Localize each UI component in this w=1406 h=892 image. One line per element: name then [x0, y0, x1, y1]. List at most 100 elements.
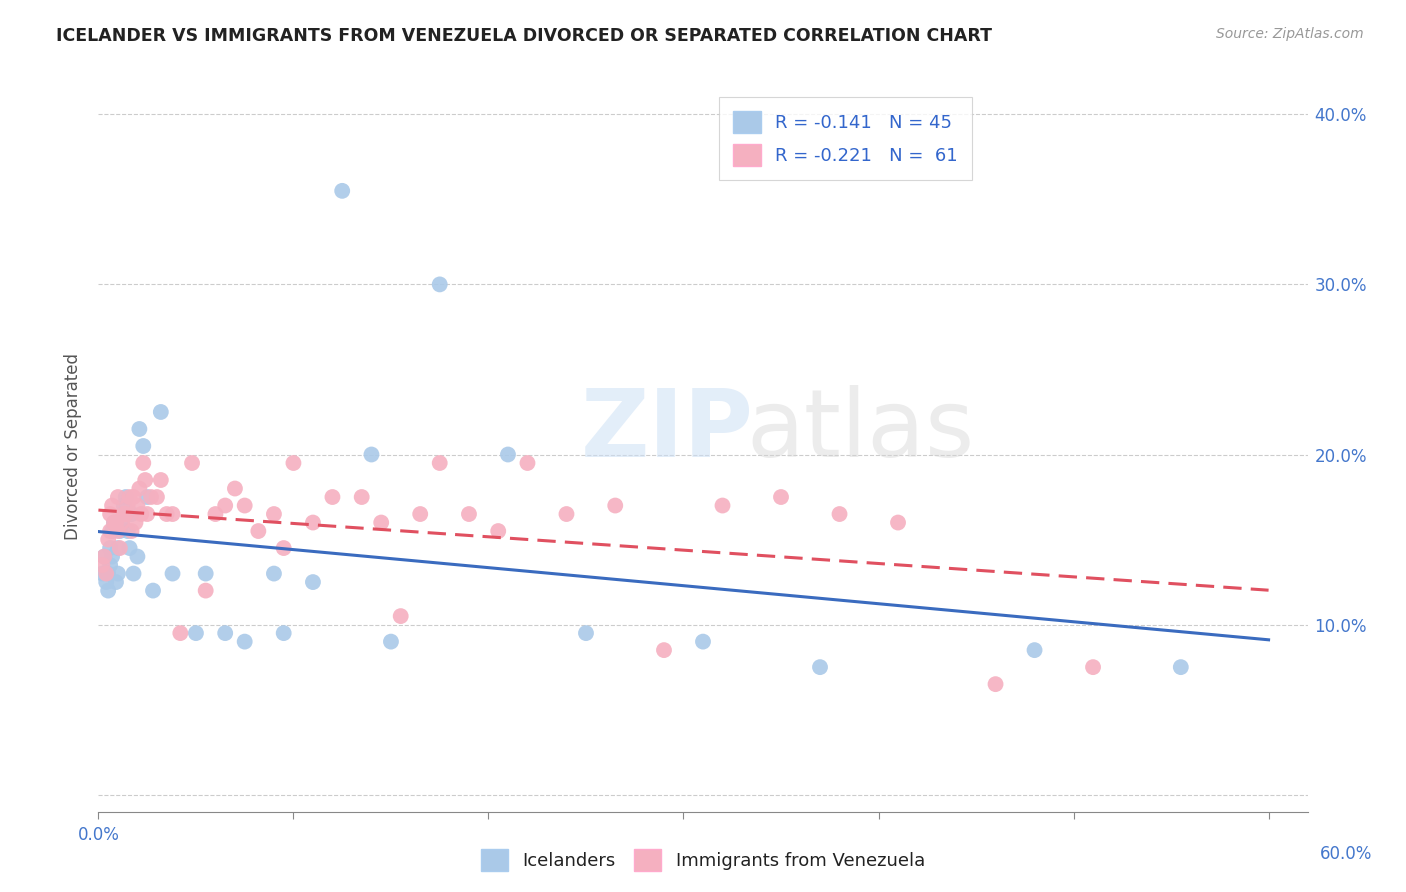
Point — [114, 507, 136, 521]
Point — [96, 575, 118, 590]
Point — [117, 499, 139, 513]
Point — [692, 634, 714, 648]
Point — [134, 473, 156, 487]
Point — [101, 499, 124, 513]
Point — [132, 456, 155, 470]
Point — [91, 558, 114, 572]
Point — [330, 184, 353, 198]
Point — [652, 643, 675, 657]
Point — [263, 507, 285, 521]
Point — [112, 507, 135, 521]
Point — [132, 439, 155, 453]
Point — [194, 566, 217, 581]
Point — [107, 541, 129, 555]
Point — [302, 575, 325, 590]
Point — [91, 566, 114, 581]
Point — [283, 456, 305, 470]
Point — [112, 499, 135, 513]
Point — [429, 456, 451, 470]
Point — [273, 541, 295, 555]
Point — [98, 507, 121, 521]
Point — [887, 516, 910, 530]
Point — [146, 490, 169, 504]
Point — [214, 626, 236, 640]
Legend: Icelanders, Immigrants from Venezuela: Icelanders, Immigrants from Venezuela — [474, 842, 932, 879]
Point — [828, 507, 851, 521]
Point — [149, 473, 172, 487]
Point — [103, 516, 125, 530]
Point — [409, 507, 432, 521]
Point — [101, 549, 124, 564]
Point — [273, 626, 295, 640]
Point — [122, 490, 145, 504]
Point — [1170, 660, 1192, 674]
Point — [96, 566, 118, 581]
Point — [97, 533, 120, 547]
Point — [486, 524, 509, 538]
Point — [108, 541, 131, 555]
Point — [1081, 660, 1104, 674]
Text: Source: ZipAtlas.com: Source: ZipAtlas.com — [1216, 27, 1364, 41]
Point — [111, 516, 134, 530]
Point — [224, 482, 246, 496]
Point — [98, 541, 121, 555]
Y-axis label: Divorced or Separated: Divorced or Separated — [65, 352, 83, 540]
Point — [321, 490, 343, 504]
Point — [458, 507, 481, 521]
Point — [360, 448, 382, 462]
Point — [181, 456, 204, 470]
Point — [162, 507, 184, 521]
Text: 60.0%: 60.0% — [1320, 846, 1372, 863]
Point — [118, 490, 141, 504]
Point — [769, 490, 792, 504]
Legend: R = -0.141   N = 45, R = -0.221   N =  61: R = -0.141 N = 45, R = -0.221 N = 61 — [718, 96, 972, 180]
Point — [121, 524, 143, 538]
Point — [370, 516, 392, 530]
Text: ICELANDER VS IMMIGRANTS FROM VENEZUELA DIVORCED OR SEPARATED CORRELATION CHART: ICELANDER VS IMMIGRANTS FROM VENEZUELA D… — [56, 27, 993, 45]
Text: ZIP: ZIP — [581, 385, 754, 477]
Point — [247, 524, 270, 538]
Point — [380, 634, 402, 648]
Point — [131, 507, 153, 521]
Point — [149, 405, 172, 419]
Point — [107, 524, 129, 538]
Point — [107, 566, 129, 581]
Point — [101, 524, 124, 538]
Point — [139, 490, 162, 504]
Point — [104, 575, 127, 590]
Point — [124, 516, 146, 530]
Point — [169, 626, 191, 640]
Point — [555, 507, 578, 521]
Point — [127, 549, 149, 564]
Point — [127, 499, 149, 513]
Point — [233, 634, 256, 648]
Point — [103, 516, 125, 530]
Point — [108, 524, 131, 538]
Point — [122, 566, 145, 581]
Point — [117, 524, 139, 538]
Point — [429, 277, 451, 292]
Point — [93, 549, 115, 564]
Point — [136, 490, 159, 504]
Point — [128, 422, 150, 436]
Point — [605, 499, 627, 513]
Text: atlas: atlas — [747, 385, 974, 477]
Point — [98, 524, 121, 538]
Point — [496, 448, 519, 462]
Point — [98, 558, 121, 572]
Point — [204, 507, 226, 521]
Point — [142, 583, 165, 598]
Point — [516, 456, 538, 470]
Point — [104, 516, 127, 530]
Point — [128, 482, 150, 496]
Point — [233, 499, 256, 513]
Point — [214, 499, 236, 513]
Point — [808, 660, 831, 674]
Point — [263, 566, 285, 581]
Point — [111, 516, 134, 530]
Point — [194, 583, 217, 598]
Point — [114, 490, 136, 504]
Point — [575, 626, 598, 640]
Point — [97, 583, 120, 598]
Point — [389, 609, 412, 624]
